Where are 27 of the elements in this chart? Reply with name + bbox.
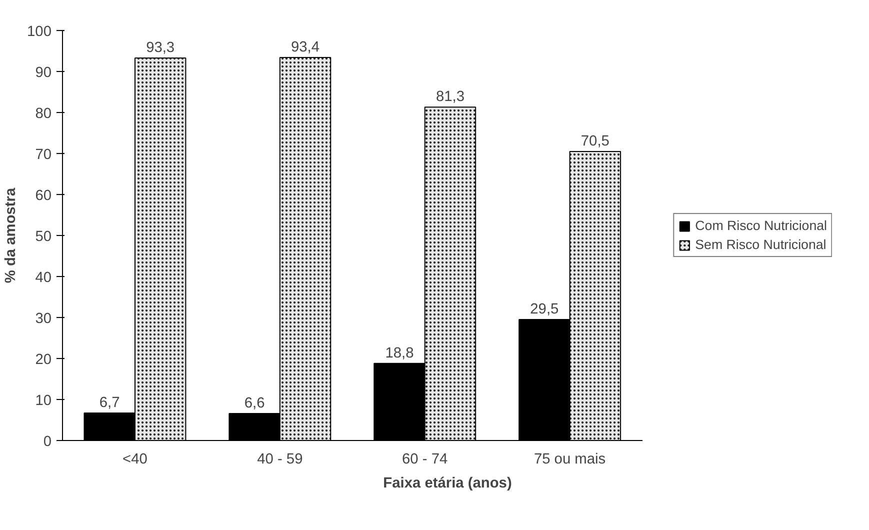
data-label: 29,5 [530, 302, 559, 318]
legend-label: Sem Risco Nutricional [695, 237, 826, 252]
data-label: 6,6 [244, 395, 265, 412]
y-tick-label: 40 [35, 270, 52, 286]
y-axis-title: % da amostra [3, 187, 20, 284]
data-label: 18,8 [385, 345, 414, 362]
y-tick-label: 60 [35, 188, 52, 204]
x-axis-title: Faixa etária (anos) [383, 476, 512, 492]
legend-label: Com Risco Nutricional [695, 218, 827, 233]
y-tick-label: 30 [35, 311, 52, 327]
x-tick-label: 60 - 74 [402, 452, 448, 468]
x-tick-label: 75 ou mais [534, 452, 606, 468]
data-label: 93,4 [291, 40, 320, 56]
y-tick-label: 90 [35, 65, 52, 81]
data-label: 93,3 [146, 40, 175, 56]
y-tick-label: 10 [35, 393, 52, 409]
y-tick-label: 0 [43, 434, 52, 450]
y-tick-label: 20 [35, 352, 52, 368]
y-tick-label: 80 [35, 106, 52, 122]
x-tick-label: 40 - 59 [257, 452, 303, 468]
x-tick-label: <40 [122, 452, 148, 468]
y-tick-label: 50 [35, 229, 52, 245]
data-label: 81,3 [436, 89, 464, 106]
data-label: 70,5 [580, 133, 610, 150]
data-label: 6,7 [99, 395, 120, 412]
y-tick-label: 70 [35, 147, 52, 163]
y-tick-label: 100 [27, 24, 52, 40]
